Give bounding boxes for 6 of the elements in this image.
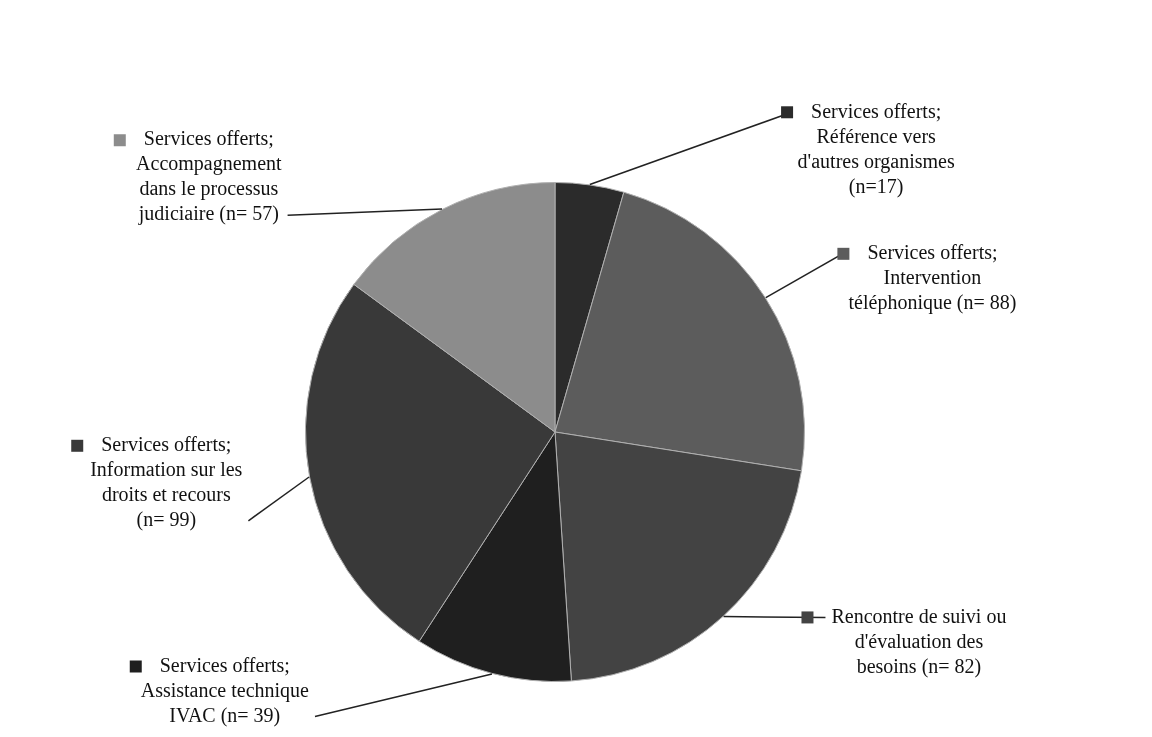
legend-label: Services offerts; Référence vers d'autres organismes (n=17) <box>797 99 955 198</box>
legend-label: Services offerts; Assistance technique IVAC (n= 39) <box>140 653 310 727</box>
legend-label: Services offerts; Information sur les droits et recours (n= 99) <box>90 433 243 532</box>
legend-label: Services offerts; Intervention téléphonique (n= 88) <box>848 241 1017 315</box>
legend-label: Rencontre de suivi ou d'évaluation des besoins (n= 82) <box>831 604 1007 678</box>
legend-label: Services offerts; Accompagnement dans le processus judiciaire (n= 57) <box>136 127 283 226</box>
